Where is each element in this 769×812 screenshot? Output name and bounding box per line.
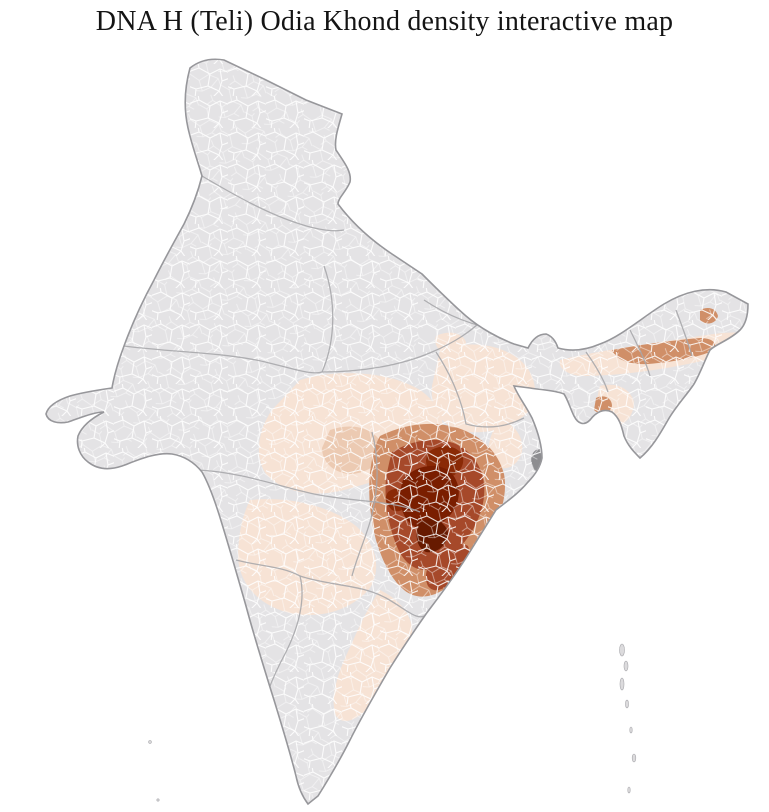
page-title: DNA H (Teli) Odia Khond density interact… xyxy=(95,6,674,37)
district-borders-mesh-2 xyxy=(46,59,748,805)
andaman-nicobar-islands[interactable] xyxy=(619,643,637,794)
island[interactable] xyxy=(631,753,637,763)
island[interactable] xyxy=(625,699,629,709)
island[interactable] xyxy=(619,677,625,691)
island[interactable] xyxy=(148,740,152,744)
lakshadweep-islands[interactable] xyxy=(148,740,160,802)
state-borders xyxy=(123,175,693,725)
island[interactable] xyxy=(619,643,625,657)
island[interactable] xyxy=(629,726,633,734)
island[interactable] xyxy=(627,786,631,794)
island[interactable] xyxy=(623,660,629,672)
island[interactable] xyxy=(156,798,160,802)
density-region-west-patch[interactable] xyxy=(206,584,234,613)
